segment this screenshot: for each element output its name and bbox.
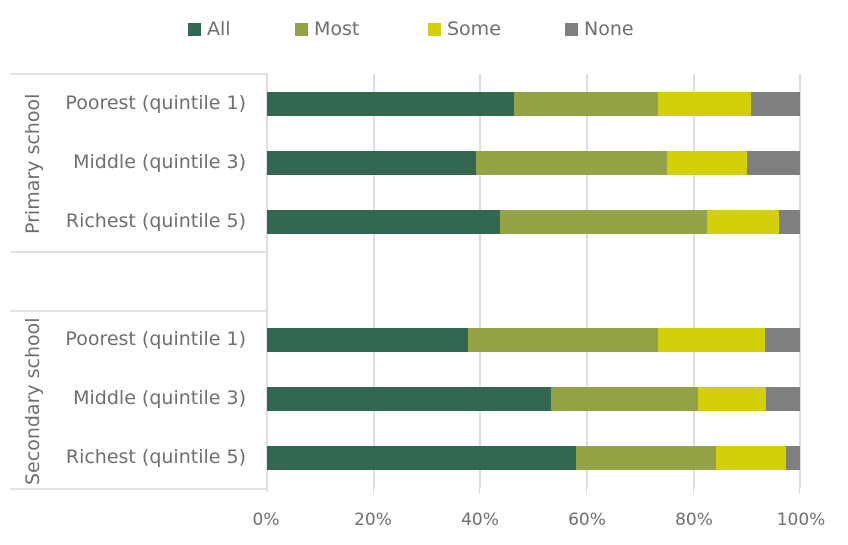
legend-label: Some bbox=[447, 18, 501, 40]
gridline-60 bbox=[586, 74, 588, 488]
bar-segment-most bbox=[468, 328, 659, 352]
x-tick-label: 100% bbox=[776, 510, 826, 530]
legend-label: All bbox=[207, 18, 231, 40]
bar-primary-middle bbox=[267, 151, 800, 175]
bar-segment-most bbox=[576, 446, 716, 470]
divider-bottom bbox=[10, 488, 267, 490]
legend-item-most: Most bbox=[295, 18, 359, 40]
bar-segment-all bbox=[267, 387, 551, 411]
legend-swatch-most bbox=[295, 22, 308, 36]
bar-segment-none bbox=[779, 210, 800, 234]
bar-segment-all bbox=[267, 446, 577, 470]
row-label: Poorest (quintile 1) bbox=[65, 92, 246, 114]
bar-segment-most bbox=[475, 151, 668, 175]
legend-item-none: None bbox=[565, 18, 634, 40]
x-tick bbox=[373, 488, 374, 494]
x-tick bbox=[799, 488, 800, 494]
chart-legend: All Most Some None bbox=[0, 18, 848, 44]
row-label: Middle (quintile 3) bbox=[73, 387, 246, 409]
bar-segment-all bbox=[267, 328, 469, 352]
legend-label: Most bbox=[314, 18, 360, 40]
bar-segment-all bbox=[267, 210, 500, 234]
bar-segment-none bbox=[786, 446, 800, 470]
gridline-80 bbox=[693, 74, 695, 488]
x-tick-label: 20% bbox=[354, 510, 392, 530]
bar-primary-poorest bbox=[267, 92, 800, 116]
legend-label: None bbox=[584, 18, 634, 40]
bar-segment-some bbox=[658, 328, 765, 352]
bar-segment-some bbox=[706, 210, 780, 234]
bar-segment-none bbox=[750, 92, 800, 116]
x-tick-label: 60% bbox=[568, 510, 606, 530]
bar-segment-some bbox=[657, 92, 751, 116]
row-label: Richest (quintile 5) bbox=[65, 446, 246, 468]
x-tick bbox=[479, 488, 480, 494]
legend-item-all: All bbox=[188, 18, 231, 40]
bar-secondary-richest bbox=[267, 446, 800, 470]
row-label: Middle (quintile 3) bbox=[73, 151, 246, 173]
row-label: Richest (quintile 5) bbox=[65, 210, 246, 232]
bar-segment-none bbox=[747, 151, 800, 175]
bar-segment-most bbox=[513, 92, 658, 116]
legend-swatch-all bbox=[188, 22, 201, 36]
gridline-20 bbox=[373, 74, 375, 488]
bar-segment-most bbox=[550, 387, 699, 411]
legend-swatch-some bbox=[428, 22, 441, 36]
bar-secondary-middle bbox=[267, 387, 800, 411]
bar-primary-richest bbox=[267, 210, 800, 234]
x-tick-label: 0% bbox=[252, 510, 280, 530]
bar-segment-none bbox=[764, 328, 800, 352]
divider-top bbox=[10, 73, 267, 75]
divider-primary-bottom bbox=[10, 251, 267, 253]
bar-segment-all bbox=[267, 151, 476, 175]
bar-segment-some bbox=[698, 387, 766, 411]
x-tick-label: 80% bbox=[675, 510, 713, 530]
legend-swatch-none bbox=[565, 22, 578, 36]
gridline-100 bbox=[799, 74, 801, 488]
y-axis-line bbox=[266, 74, 268, 492]
bar-secondary-poorest bbox=[267, 328, 800, 352]
x-tick-label: 40% bbox=[461, 510, 499, 530]
legend-item-some: Some bbox=[428, 18, 501, 40]
gridline-40 bbox=[479, 74, 481, 488]
bar-segment-none bbox=[765, 387, 800, 411]
bar-segment-all bbox=[267, 92, 514, 116]
divider-secondary-top bbox=[10, 310, 267, 312]
x-tick bbox=[693, 488, 694, 494]
bar-segment-some bbox=[667, 151, 748, 175]
bar-segment-some bbox=[715, 446, 787, 470]
row-label: Poorest (quintile 1) bbox=[65, 328, 246, 350]
bar-segment-most bbox=[499, 210, 707, 234]
x-tick bbox=[586, 488, 587, 494]
